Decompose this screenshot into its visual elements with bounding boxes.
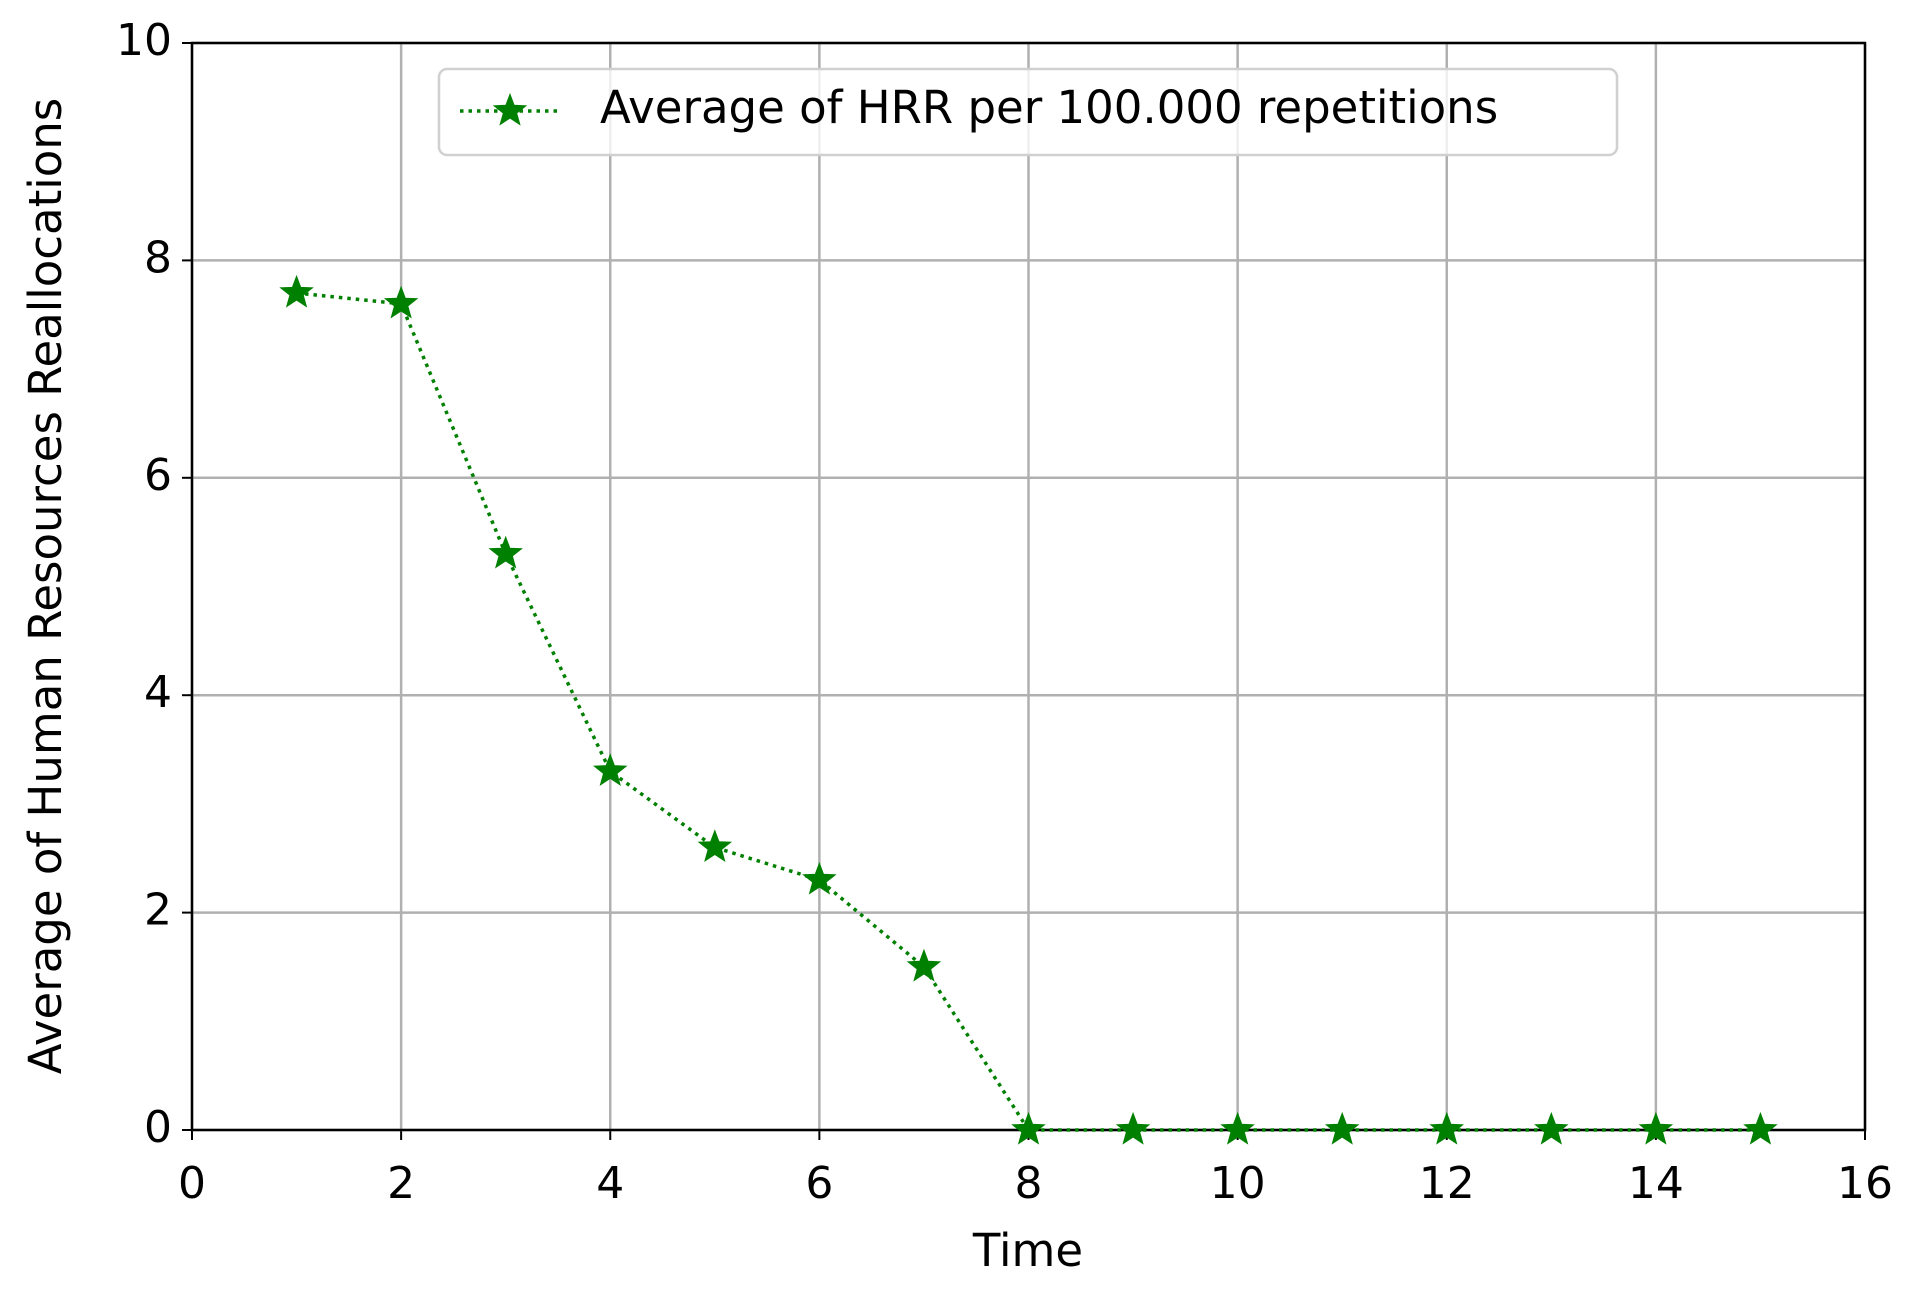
y-axis-label: Average of Human Resources Reallocations xyxy=(19,98,72,1075)
data-point xyxy=(383,285,419,319)
y-tick-label: 0 xyxy=(144,1102,172,1153)
legend-label: Average of HRR per 100.000 repetitions xyxy=(600,81,1498,134)
data-point xyxy=(1011,1111,1046,1145)
data-point xyxy=(1638,1111,1674,1145)
data-point xyxy=(1324,1111,1360,1145)
x-tick-label: 16 xyxy=(1837,1158,1893,1209)
data-point xyxy=(488,535,523,569)
y-tick-label: 8 xyxy=(144,232,172,283)
data-point xyxy=(279,274,314,308)
legend-box xyxy=(437,67,1619,157)
data-point xyxy=(1743,1111,1778,1145)
x-tick-label: 12 xyxy=(1419,1158,1475,1209)
x-tick-label: 2 xyxy=(387,1158,415,1209)
data-point xyxy=(592,753,628,786)
data-point xyxy=(1115,1111,1151,1145)
y-tick-label: 6 xyxy=(144,450,172,501)
x-tick-label: 4 xyxy=(596,1158,624,1209)
x-tick-label: 0 xyxy=(178,1158,206,1209)
data-point xyxy=(1429,1111,1465,1145)
x-tick-label: 8 xyxy=(1015,1158,1043,1209)
x-tick-label: 14 xyxy=(1628,1158,1684,1209)
data-point xyxy=(802,861,837,895)
data-point xyxy=(1534,1111,1569,1145)
data-point xyxy=(697,829,733,863)
x-tick-label: 10 xyxy=(1210,1158,1266,1209)
x-axis-label: Time xyxy=(972,1224,1083,1277)
legend: Average of HRR per 100.000 repetitions xyxy=(437,67,1619,157)
y-tick-label: 2 xyxy=(144,885,172,936)
y-tick-label: 10 xyxy=(116,15,172,66)
data-point xyxy=(906,948,942,982)
legend-marker xyxy=(492,92,528,126)
y-tick-label: 4 xyxy=(144,667,172,718)
x-tick-label: 6 xyxy=(805,1158,833,1209)
data-point xyxy=(1220,1111,1255,1145)
